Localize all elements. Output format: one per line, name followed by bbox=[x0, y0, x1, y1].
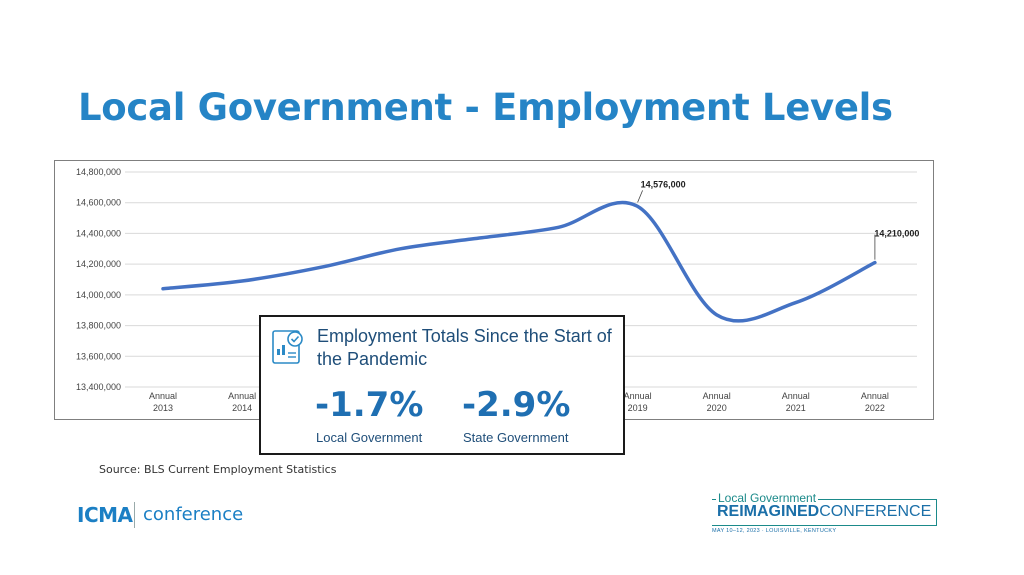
y-tick-label: 14,000,000 bbox=[76, 290, 121, 300]
x-tick-label: Annual bbox=[149, 391, 177, 401]
employment-series-line bbox=[161, 200, 877, 323]
local-gov-label: Local Government bbox=[316, 430, 423, 445]
data-label-leader bbox=[637, 190, 643, 203]
source-note: Source: BLS Current Employment Statistic… bbox=[99, 463, 337, 476]
lgr-logo-top: Local Government bbox=[716, 491, 819, 505]
callout-title: Employment Totals Since the Start of the… bbox=[317, 326, 612, 369]
data-label: 14,210,000 bbox=[874, 229, 919, 239]
x-tick-label: Annual bbox=[624, 391, 652, 401]
pandemic-callout: Employment Totals Since the Start of the… bbox=[259, 315, 625, 455]
local-gov-stat: -1.7% bbox=[315, 385, 424, 425]
state-gov-label: State Government bbox=[463, 430, 569, 445]
x-tick-label-year: 2022 bbox=[865, 403, 885, 413]
y-tick-label: 14,400,000 bbox=[76, 228, 121, 238]
data-label: 14,576,000 bbox=[641, 179, 686, 189]
x-tick-label-year: 2014 bbox=[232, 403, 252, 413]
y-tick-label: 13,400,000 bbox=[76, 382, 121, 392]
x-tick-label: Annual bbox=[228, 391, 256, 401]
slide-title: Local Government - Employment Levels bbox=[78, 86, 893, 129]
conference-wordmark: conference bbox=[143, 504, 244, 525]
x-tick-label-year: 2013 bbox=[153, 403, 173, 413]
lgr-logo-frame bbox=[712, 499, 937, 526]
x-tick-label: Annual bbox=[703, 391, 731, 401]
x-tick-label-year: 2019 bbox=[628, 403, 648, 413]
lgr-logo-bold: REIMAGINED bbox=[717, 503, 820, 520]
y-tick-label: 14,200,000 bbox=[76, 259, 121, 269]
logo-divider bbox=[134, 502, 135, 528]
lgr-logo-conference: CONFERENCE bbox=[819, 503, 932, 520]
x-tick-label: Annual bbox=[782, 391, 810, 401]
y-tick-label: 13,800,000 bbox=[76, 321, 121, 331]
x-tick-label: Annual bbox=[861, 391, 889, 401]
y-tick-label: 14,600,000 bbox=[76, 198, 121, 208]
x-tick-label-year: 2020 bbox=[707, 403, 727, 413]
lgr-logo-main: REIMAGINEDCONFERENCE bbox=[717, 503, 931, 521]
document-chart-check-icon bbox=[272, 330, 303, 364]
x-tick-label-year: 2021 bbox=[786, 403, 806, 413]
state-gov-stat: -2.9% bbox=[462, 385, 571, 425]
lgr-logo-sub: MAY 10–12, 2023 · LOUISVILLE, KENTUCKY bbox=[712, 528, 837, 534]
icma-logo: ICMA bbox=[77, 503, 133, 527]
y-tick-label: 14,800,000 bbox=[76, 167, 121, 177]
y-tick-label: 13,600,000 bbox=[76, 351, 121, 361]
